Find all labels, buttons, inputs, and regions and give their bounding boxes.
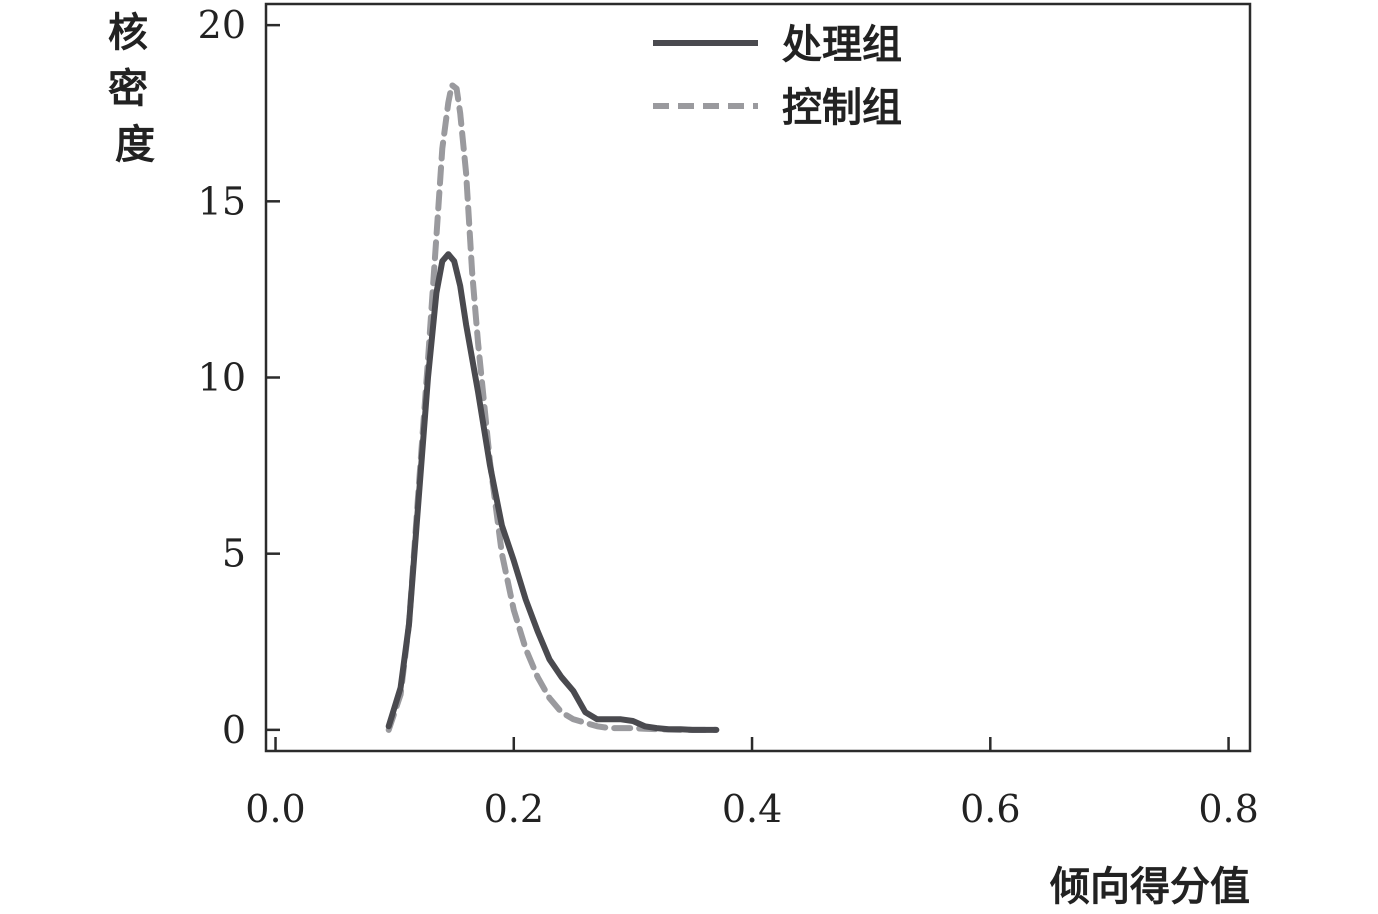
plot-frame bbox=[264, 2, 1252, 753]
x-tick-label: 0.8 bbox=[1198, 787, 1258, 831]
y-axis-label: 核 密 度 bbox=[108, 10, 162, 168]
x-axis: 0.0 0.2 0.4 0.6 0.8 bbox=[245, 737, 1259, 831]
x-tick-label: 0.4 bbox=[722, 787, 782, 831]
y-tick-label: 5 bbox=[222, 532, 246, 576]
y-tick-label: 20 bbox=[198, 3, 246, 47]
legend: 处理组 控制组 bbox=[653, 22, 902, 131]
y-axis-label-char: 密 bbox=[108, 66, 148, 112]
y-axis-label-char: 度 bbox=[115, 122, 155, 168]
x-tick-label: 0.6 bbox=[960, 787, 1020, 831]
x-tick-label: 0.0 bbox=[245, 787, 305, 831]
y-tick-label: 15 bbox=[198, 179, 246, 223]
series-line-treatment bbox=[385, 251, 720, 733]
legend-label-control: 控制组 bbox=[782, 85, 902, 131]
series-layer bbox=[385, 82, 720, 733]
y-tick-label: 0 bbox=[222, 708, 246, 752]
legend-label-treatment: 处理组 bbox=[782, 22, 902, 68]
y-axis: 0 5 10 15 20 bbox=[198, 3, 280, 752]
y-tick-label: 10 bbox=[198, 356, 246, 400]
y-axis-label-char: 核 bbox=[108, 10, 148, 56]
series-line-control bbox=[385, 82, 720, 733]
x-tick-label: 0.2 bbox=[484, 787, 544, 831]
x-axis-label: 倾向得分值 bbox=[1049, 864, 1250, 910]
